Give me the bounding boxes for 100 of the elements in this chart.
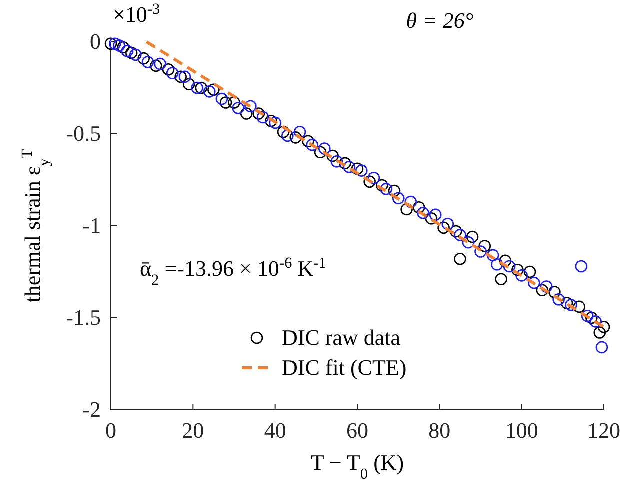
point — [306, 138, 318, 152]
point — [104, 38, 118, 50]
point — [564, 298, 578, 312]
point — [232, 102, 245, 114]
point — [380, 183, 392, 196]
y-tick-label: -0.5 — [66, 121, 101, 146]
point — [442, 218, 454, 230]
point — [528, 276, 540, 290]
point — [560, 297, 574, 310]
point — [174, 70, 187, 84]
x-tick-label: 20 — [182, 418, 204, 443]
x-tick-label: 100 — [505, 418, 538, 443]
x-tick-label: 120 — [588, 418, 620, 443]
point — [265, 114, 278, 128]
point — [454, 229, 466, 242]
point — [552, 293, 565, 306]
point — [330, 155, 344, 168]
legend-label: DIC raw data — [282, 325, 401, 350]
point — [491, 258, 504, 271]
point — [191, 82, 204, 94]
point — [503, 260, 516, 273]
legend-label: DIC fit (CTE) — [282, 355, 407, 380]
point — [516, 270, 528, 282]
point — [256, 111, 270, 124]
point — [404, 196, 418, 208]
point — [154, 58, 166, 70]
point — [290, 132, 302, 144]
point — [368, 172, 380, 184]
point — [113, 40, 126, 52]
point — [450, 225, 462, 238]
y-tick-label: 0 — [90, 29, 101, 54]
point — [178, 70, 192, 84]
point — [594, 326, 606, 339]
point — [388, 184, 401, 198]
point — [150, 60, 162, 72]
point — [343, 160, 356, 174]
x-tick-label: 0 — [106, 418, 116, 443]
point — [277, 126, 290, 138]
point — [252, 108, 266, 120]
point — [282, 130, 294, 142]
point — [195, 82, 208, 94]
point — [512, 264, 524, 276]
point — [130, 48, 142, 62]
point — [203, 86, 216, 98]
point — [590, 316, 602, 328]
point — [425, 212, 438, 225]
point — [240, 108, 253, 120]
point — [454, 252, 466, 266]
point — [355, 164, 368, 177]
point — [417, 206, 430, 220]
point — [351, 162, 364, 176]
point — [586, 312, 598, 324]
point — [216, 92, 228, 106]
x-axis-title: T − T$_{0}$ (K) — [310, 450, 404, 482]
point — [575, 260, 588, 273]
point — [121, 45, 134, 58]
chart-title: θ = 26° — [406, 8, 474, 33]
annotation: ᾱ$_{2}$ =-13.96 × 10$^{-6}$ K$^{-1}$ — [140, 254, 326, 288]
point — [478, 240, 492, 252]
point — [228, 96, 240, 109]
point — [294, 126, 306, 138]
point — [162, 63, 175, 76]
point — [208, 84, 220, 96]
y-tick-label: -1.5 — [66, 305, 101, 330]
x-tick-label: 60 — [346, 418, 368, 443]
x-tick-label: 80 — [428, 418, 451, 443]
point — [244, 100, 257, 113]
point — [495, 273, 508, 286]
point — [474, 246, 487, 258]
point — [339, 157, 352, 170]
point — [182, 78, 196, 90]
point — [269, 116, 282, 130]
point — [499, 254, 512, 268]
point — [326, 150, 339, 162]
point — [392, 192, 405, 205]
point — [429, 208, 442, 222]
point — [524, 266, 536, 278]
point — [540, 280, 553, 293]
point — [581, 310, 594, 322]
text: ×10$^{-3}$ — [113, 0, 161, 27]
point — [142, 56, 154, 68]
point — [598, 321, 610, 334]
point — [364, 176, 376, 188]
point — [438, 222, 450, 234]
point — [548, 286, 561, 298]
point — [573, 300, 586, 314]
point — [486, 249, 500, 262]
point — [466, 230, 479, 244]
point — [596, 341, 608, 354]
point — [138, 52, 150, 65]
y-tick-label: -2 — [82, 397, 101, 422]
point — [220, 96, 232, 109]
point — [166, 67, 179, 80]
point — [462, 236, 475, 249]
point — [117, 41, 130, 54]
point — [318, 142, 331, 155]
point — [125, 46, 138, 60]
point — [302, 135, 314, 148]
point — [536, 284, 549, 297]
x-tick-label: 40 — [264, 418, 286, 443]
